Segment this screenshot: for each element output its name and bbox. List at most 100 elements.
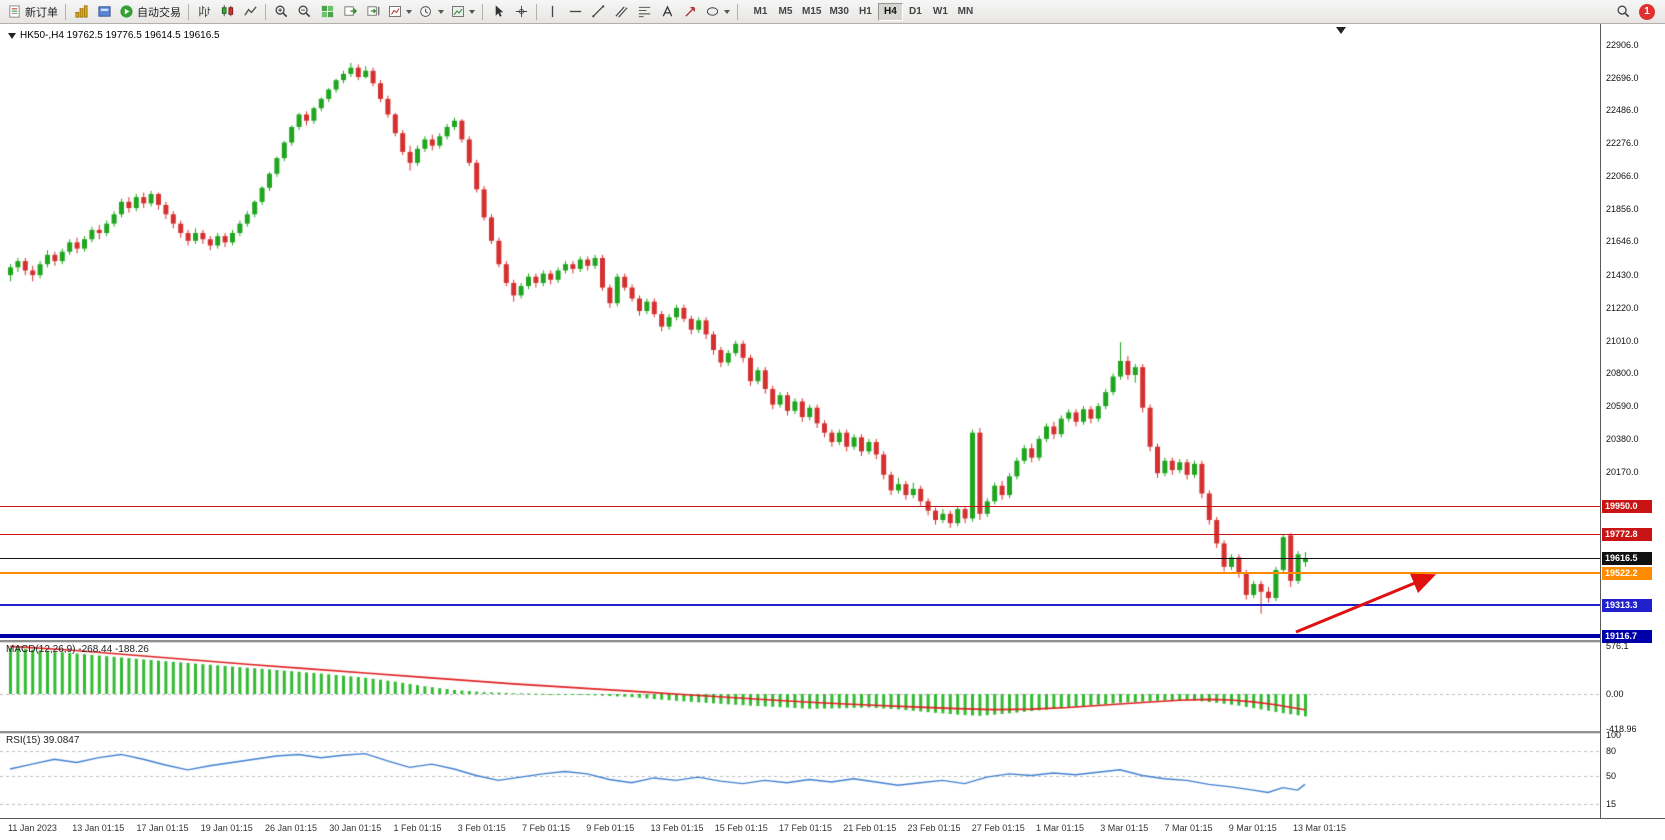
search-button[interactable] (1612, 2, 1634, 22)
time-axis-label: 1 Feb 01:15 (393, 823, 442, 833)
autotrading-icon (120, 5, 133, 18)
market-watch-button[interactable] (70, 2, 92, 22)
template-dropdown-button[interactable] (448, 2, 478, 22)
time-axis-label: 15 Feb 01:15 (714, 823, 768, 833)
vertical-line-button[interactable] (541, 2, 563, 22)
price-line-badge: 19313.3 (1602, 599, 1652, 613)
chart-dropdown-icon[interactable] (8, 32, 16, 40)
timeframe-button-M30[interactable]: M30 (825, 3, 852, 21)
channel-icon (614, 6, 628, 18)
chart-shift-marker[interactable] (1336, 27, 1346, 34)
rsi-axis-label: 100 (1606, 730, 1622, 740)
tile-windows-button[interactable] (316, 2, 338, 22)
horizontal-line-button[interactable] (564, 2, 586, 22)
autotrading-button[interactable]: 自动交易 (116, 2, 184, 22)
time-axis-label: 27 Feb 01:15 (971, 823, 1025, 833)
toolbar-separator (482, 3, 483, 20)
line-chart-button[interactable] (239, 2, 261, 22)
candlestick-chart-icon (221, 4, 233, 17)
horizontal-line-19772.8[interactable] (0, 533, 1600, 535)
toolbar-separator (737, 3, 738, 20)
time-axis-label: 9 Feb 01:15 (586, 823, 635, 833)
new-order-button[interactable]: 新订单 (4, 2, 61, 22)
macd-axis-label: 0.00 (1606, 689, 1624, 699)
price-axis-label: 20800.0 (1606, 368, 1639, 379)
shapes-dropdown-button[interactable] (702, 2, 733, 22)
rsi-indicator-label: RSI(15) 39.0847 (6, 735, 80, 746)
period-dropdown-button[interactable] (416, 2, 447, 22)
toolbar-separator (536, 3, 537, 20)
horizontal-line-19522.2[interactable] (0, 571, 1600, 574)
horizontal-line-19616.5[interactable] (0, 558, 1600, 559)
chart-shift-button[interactable] (362, 2, 384, 22)
time-axis-label: 17 Jan 01:15 (136, 823, 189, 833)
new-order-label: 新订单 (25, 6, 58, 19)
candlestick-chart-button[interactable] (216, 2, 238, 22)
time-axis-label: 1 Mar 01:15 (1036, 823, 1085, 833)
chart-shift-icon (366, 6, 379, 16)
price-axis-label: 22276.0 (1606, 138, 1639, 149)
zoom-in-button[interactable] (270, 2, 292, 22)
timeframe-button-W1[interactable]: W1 (928, 3, 953, 21)
auto-scroll-icon (343, 6, 357, 16)
horizontal-line-19950.0[interactable] (0, 505, 1600, 507)
time-axis-label: 7 Mar 01:15 (1164, 823, 1213, 833)
price-axis-label: 21646.0 (1606, 236, 1639, 247)
chevron-down-icon (469, 9, 475, 14)
horizontal-line-19313.3[interactable] (0, 604, 1600, 607)
time-axis[interactable]: 11 Jan 2023 13 Jan 01:15 17 Jan 01:15 19 Ja… (0, 818, 1665, 840)
timeframe-button-M1[interactable]: M1 (748, 3, 773, 21)
price-axis-label: 21220.0 (1606, 302, 1639, 313)
time-axis-label: 21 Feb 01:15 (843, 823, 897, 833)
price-line-badge: 19772.8 (1602, 527, 1652, 541)
channel-button[interactable] (610, 2, 632, 22)
price-line-badge: 19522.2 (1602, 566, 1652, 580)
horizontal-line-19116.7[interactable] (0, 633, 1600, 638)
chart-objects-layer (0, 24, 1600, 818)
time-axis-label: 13 Mar 01:15 (1293, 823, 1347, 833)
autotrading-label: 自动交易 (137, 6, 181, 19)
arrow-tool-button[interactable] (679, 2, 701, 22)
price-line-badge: 19950.0 (1602, 499, 1652, 513)
timeframe-button-D1[interactable]: D1 (903, 3, 928, 21)
time-axis-label: 11 Jan 2023 (8, 823, 57, 833)
price-axis-label: 20170.0 (1606, 466, 1639, 477)
price-axis[interactable]: 19950.0 19772.8 19616.5 19522.2 19313.3 19116… (1600, 24, 1665, 818)
rsi-axis-label: 80 (1606, 746, 1617, 757)
line-chart-icon (243, 6, 257, 16)
timeframe-button-MN[interactable]: MN (953, 3, 978, 21)
crosshair-button[interactable] (510, 2, 532, 22)
chart-canvas[interactable] (0, 24, 1600, 818)
fibonacci-button[interactable] (633, 2, 655, 22)
price-axis-label: 21856.0 (1606, 203, 1639, 214)
macd-axis-label: 576.1 (1606, 641, 1629, 651)
timeframe-button-M15[interactable]: M15 (798, 3, 825, 21)
time-axis-label: 3 Mar 01:15 (1100, 823, 1149, 833)
time-axis-label: 13 Feb 01:15 (650, 823, 704, 833)
timeframe-button-H4[interactable]: H4 (877, 2, 903, 21)
timeframe-button-M5[interactable]: M5 (773, 3, 798, 21)
new-order-icon (9, 5, 20, 18)
price-line-badge: 19116.7 (1602, 629, 1652, 643)
timeframe-button-H1[interactable]: H1 (853, 3, 878, 21)
zoom-out-icon (298, 5, 310, 18)
fibonacci-icon (638, 6, 650, 18)
text-tool-button[interactable] (656, 2, 678, 22)
trendline-button[interactable] (587, 2, 609, 22)
macd-panel-separator[interactable] (0, 640, 1665, 643)
zoom-in-icon (275, 5, 287, 18)
cursor-icon (495, 5, 503, 17)
chart-title: HK50-,H4 19762.5 19776.5 19614.5 19616.5 (8, 30, 220, 41)
new-chart-dropdown-button[interactable] (385, 2, 415, 22)
cursor-button[interactable] (487, 2, 509, 22)
bar-chart-button[interactable] (193, 2, 215, 22)
zoom-out-button[interactable] (293, 2, 315, 22)
vertical-line-icon (551, 5, 553, 18)
auto-scroll-button[interactable] (339, 2, 361, 22)
crosshair-icon (515, 5, 527, 18)
notification-badge[interactable]: 1 (1639, 3, 1655, 20)
time-axis-label: 3 Feb 01:15 (457, 823, 506, 833)
rsi-panel-separator[interactable] (0, 731, 1665, 734)
navigator-button[interactable] (93, 2, 115, 22)
chevron-down-icon (406, 9, 412, 14)
